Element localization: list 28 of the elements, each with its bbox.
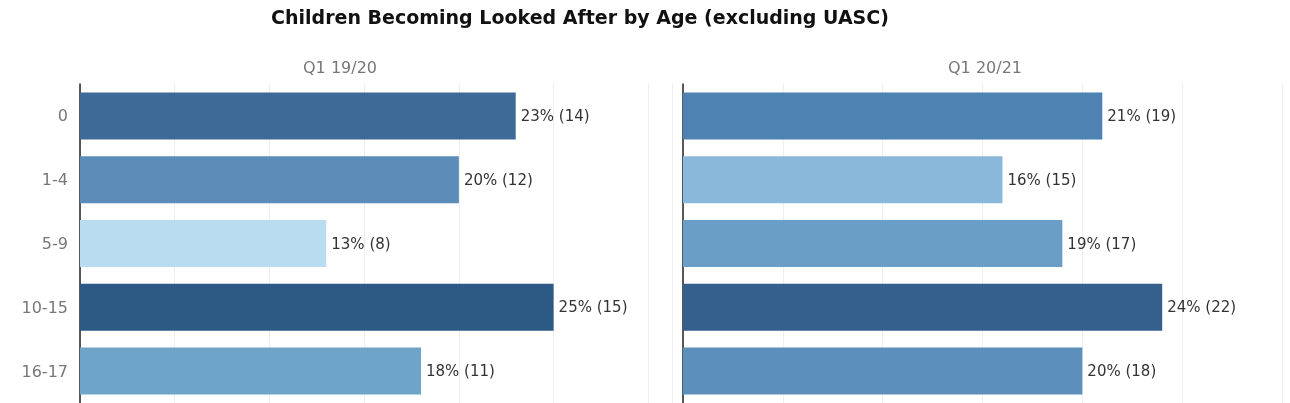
data-label: 20% (18) (1087, 362, 1157, 381)
y-tick-label: 0 (57, 106, 68, 126)
bar (683, 92, 1103, 140)
bar (683, 220, 1063, 267)
chart-title: Children Becoming Looked After by Age (excluding UASC) (270, 6, 890, 28)
data-label: 23% (14) (520, 106, 590, 125)
bar (80, 92, 516, 140)
data-label: 16% (15) (1007, 170, 1077, 189)
y-tick-label: 10-15 (21, 297, 68, 317)
bar (683, 156, 1003, 204)
y-tick-label: 1-4 (41, 170, 68, 190)
data-label: 20% (12) (463, 170, 533, 189)
chart-subtitle: Q1 20/21 (948, 57, 1022, 77)
data-label: 25% (15) (558, 298, 628, 317)
bar (80, 347, 421, 395)
bar (80, 156, 459, 204)
bar (683, 347, 1083, 395)
y-tick-label: 5-9 (41, 234, 68, 253)
data-label: 18% (11) (425, 362, 495, 381)
y-tick-label: 16-17 (21, 361, 68, 381)
bar (80, 220, 327, 267)
data-label: 24% (22) (1167, 298, 1237, 317)
data-label: 13% (8) (331, 234, 391, 253)
data-label: 19% (17) (1067, 234, 1137, 253)
data-label: 21% (19) (1107, 106, 1177, 125)
bar (80, 283, 554, 331)
chart-subtitle: Q1 19/20 (303, 57, 377, 77)
bar (683, 283, 1163, 331)
